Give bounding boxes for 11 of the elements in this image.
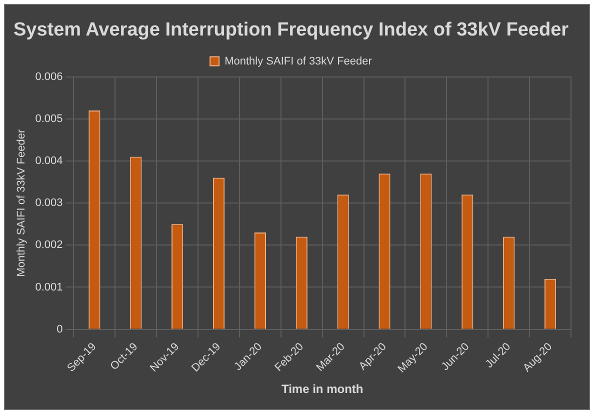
y-tick-label: 0.004 — [35, 155, 63, 168]
y-tick-label: 0.006 — [35, 70, 63, 83]
y-tick-label: 0 — [56, 323, 63, 336]
y-tick-label: 0.001 — [35, 281, 63, 294]
y-tick-label: 0.005 — [35, 112, 63, 125]
y-tick-label: 0.002 — [35, 239, 63, 252]
y-tick-label: 0.003 — [35, 197, 63, 210]
y-axis-title: Monthly SAIFI of 33kV Feeder — [16, 129, 28, 277]
legend-label: Monthly SAIFI of 33kV Feeder — [224, 55, 372, 68]
x-axis-title: Time in month — [281, 382, 364, 396]
chart-title: System Average Interruption Frequency Index of 33kV Feeder — [13, 20, 570, 41]
